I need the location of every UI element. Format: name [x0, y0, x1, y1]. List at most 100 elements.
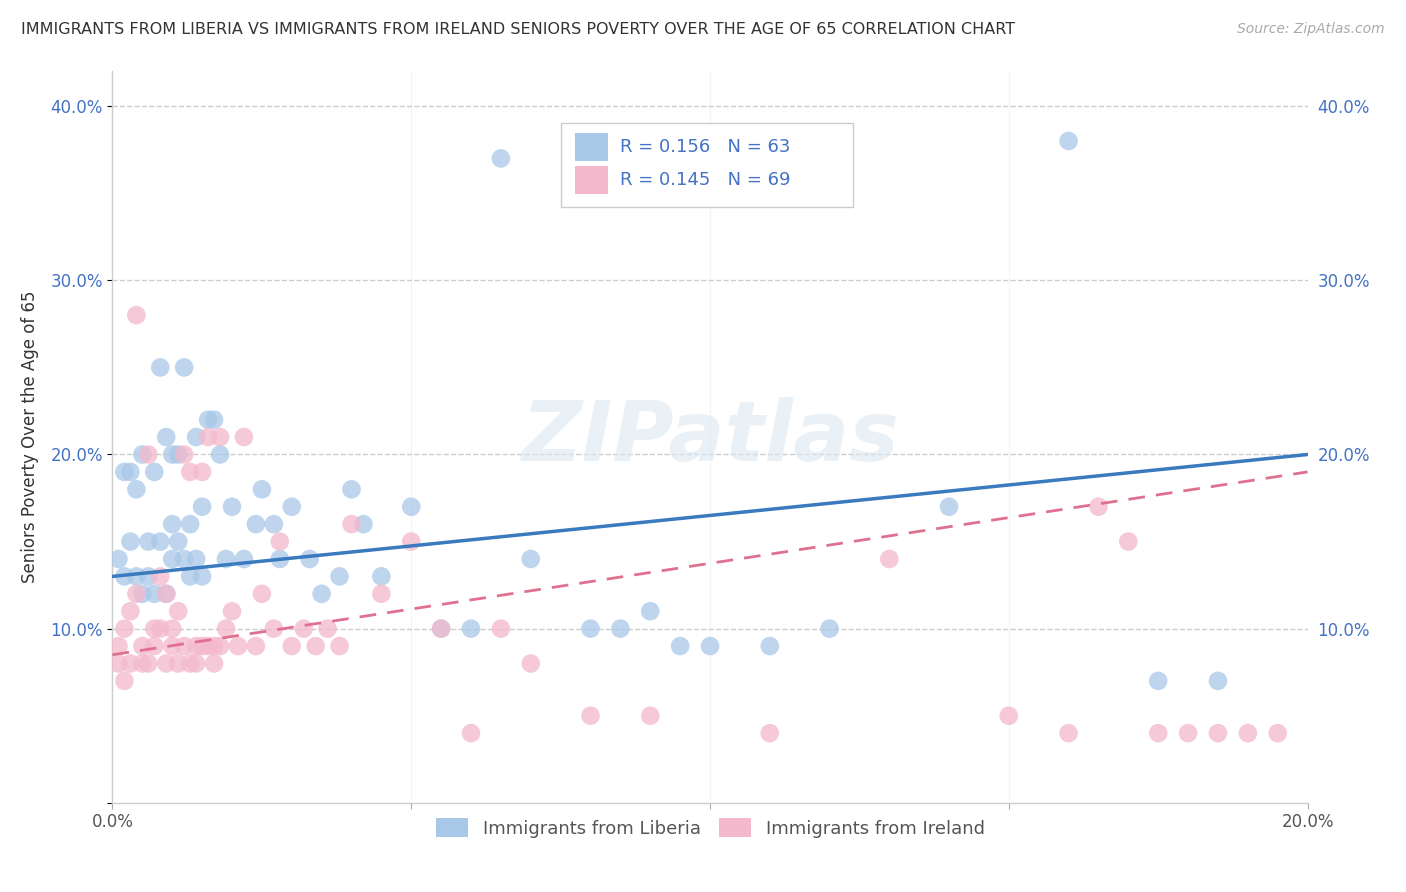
Point [221, 604, 243, 618]
Point [938, 500, 960, 514]
Point [162, 517, 183, 532]
Text: R = 0.145   N = 69: R = 0.145 N = 69 [620, 170, 792, 188]
Text: ZIPatlas: ZIPatlas [522, 397, 898, 477]
Point [202, 639, 225, 653]
Point [281, 500, 304, 514]
Point [1118, 534, 1140, 549]
Point [202, 412, 225, 426]
Point [209, 430, 232, 444]
Point [125, 569, 148, 583]
Point [1057, 726, 1080, 740]
Point [197, 430, 219, 444]
Point [155, 587, 177, 601]
Point [609, 622, 631, 636]
Point [131, 587, 153, 601]
Point [250, 483, 273, 497]
Point [120, 534, 142, 549]
Point [155, 430, 177, 444]
Point [879, 552, 901, 566]
Point [125, 308, 148, 322]
Point [131, 448, 153, 462]
Point [179, 657, 201, 671]
Point [520, 657, 543, 671]
Point [167, 604, 190, 618]
Point [179, 517, 201, 532]
Point [186, 552, 208, 566]
FancyBboxPatch shape [561, 122, 853, 207]
Point [245, 639, 267, 653]
Point [114, 569, 135, 583]
Point [329, 639, 352, 653]
Point [209, 639, 232, 653]
Point [131, 639, 153, 653]
Point [149, 622, 172, 636]
Text: R = 0.156   N = 63: R = 0.156 N = 63 [620, 137, 790, 156]
Point [640, 708, 662, 723]
Point [155, 587, 177, 601]
Point [245, 517, 267, 532]
Point [215, 552, 238, 566]
Point [107, 639, 129, 653]
Point [149, 534, 172, 549]
Text: IMMIGRANTS FROM LIBERIA VS IMMIGRANTS FROM IRELAND SENIORS POVERTY OVER THE AGE : IMMIGRANTS FROM LIBERIA VS IMMIGRANTS FR… [21, 22, 1015, 37]
Point [120, 657, 142, 671]
Point [233, 430, 256, 444]
Point [191, 569, 214, 583]
Point [298, 552, 321, 566]
Point [120, 604, 142, 618]
Point [1206, 726, 1229, 740]
Point [197, 639, 219, 653]
Point [579, 708, 602, 723]
Point [167, 657, 190, 671]
Point [186, 657, 208, 671]
Point [138, 569, 160, 583]
Point [340, 483, 363, 497]
Point [143, 639, 166, 653]
Point [263, 517, 285, 532]
Point [125, 587, 148, 601]
Point [114, 465, 135, 479]
Point [173, 552, 195, 566]
Point [162, 448, 183, 462]
Point [489, 622, 512, 636]
Point [1177, 726, 1199, 740]
Point [186, 639, 208, 653]
Point [191, 500, 214, 514]
Point [202, 657, 225, 671]
Point [226, 639, 249, 653]
Point [699, 639, 721, 653]
Point [430, 622, 453, 636]
Point [329, 569, 352, 583]
Point [114, 673, 135, 688]
Point [138, 448, 160, 462]
Point [292, 622, 315, 636]
Y-axis label: Seniors Poverty Over the Age of 65: Seniors Poverty Over the Age of 65 [21, 291, 39, 583]
Point [311, 587, 333, 601]
Point [191, 639, 214, 653]
Point [998, 708, 1021, 723]
Point [167, 448, 190, 462]
Point [430, 622, 453, 636]
Point [167, 534, 190, 549]
Point [353, 517, 375, 532]
Point [1206, 673, 1229, 688]
Point [305, 639, 328, 653]
Point [401, 500, 423, 514]
Point [1237, 726, 1260, 740]
Point [186, 430, 208, 444]
Point [143, 622, 166, 636]
Point [579, 622, 602, 636]
Point [173, 360, 195, 375]
Point [669, 639, 692, 653]
Point [143, 587, 166, 601]
Point [138, 657, 160, 671]
Point [1267, 726, 1289, 740]
Point [759, 639, 782, 653]
Point [131, 657, 153, 671]
Point [162, 639, 183, 653]
Point [179, 569, 201, 583]
Point [250, 587, 273, 601]
Point [1087, 500, 1109, 514]
Point [269, 552, 291, 566]
Point [114, 622, 135, 636]
